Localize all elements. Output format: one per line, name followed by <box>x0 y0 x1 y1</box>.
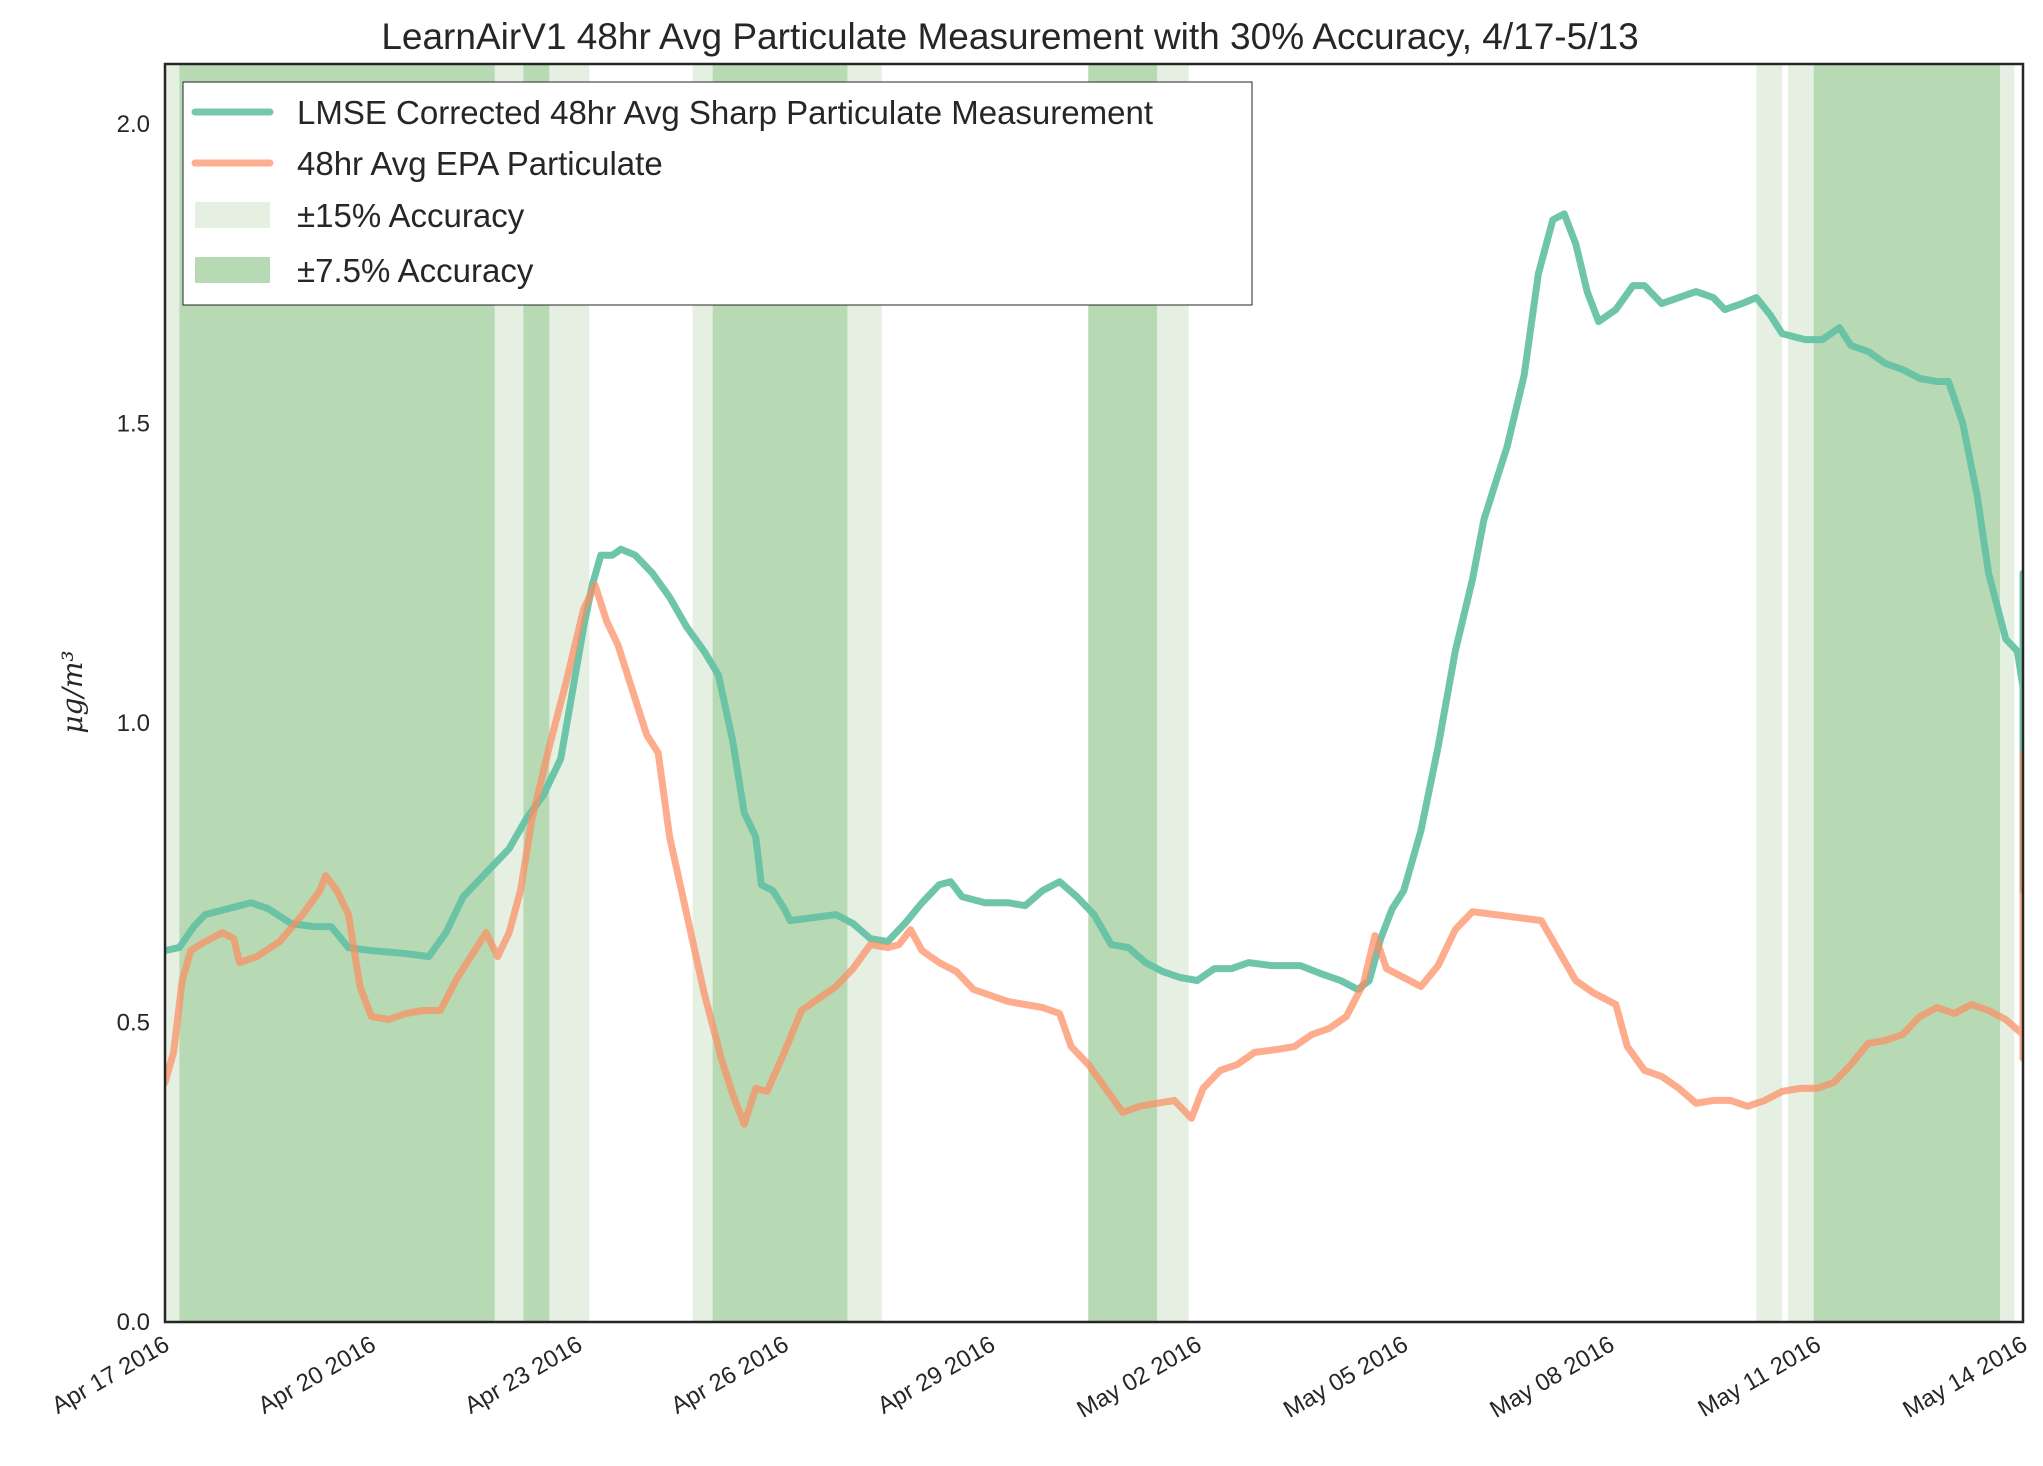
legend-label-epa: 48hr Avg EPA Particulate <box>297 145 663 182</box>
y-axis-ticks: 0.0 0.5 1.0 1.5 2.0 <box>117 111 150 1336</box>
legend-frame <box>182 81 1253 306</box>
band-7pct-4 <box>1813 64 2001 1322</box>
y-tick-label: 0.0 <box>117 1309 150 1336</box>
x-tick-label: Apr 26 2016 <box>667 1331 794 1420</box>
legend-label-sharp: LMSE Corrected 48hr Avg Sharp Particulat… <box>297 94 1153 131</box>
y-axis-label: μg/m³ <box>56 650 89 733</box>
x-tick-label: May 08 2016 <box>1485 1331 1619 1424</box>
chart-title: LearnAirV1 48hr Avg Particulate Measurem… <box>381 16 1638 57</box>
line-epa <box>165 581 2023 1128</box>
data-lines <box>165 210 2023 1128</box>
y-tick-label: 0.5 <box>117 1009 150 1036</box>
x-tick-label: May 05 2016 <box>1279 1331 1413 1424</box>
legend-label-7pct: ±7.5% Accuracy <box>297 252 534 289</box>
x-tick-label: May 02 2016 <box>1073 1331 1207 1424</box>
x-tick-label: Apr 17 2016 <box>47 1331 174 1420</box>
legend: LMSE Corrected 48hr Avg Sharp Particulat… <box>182 81 1253 306</box>
legend-swatch-7pct <box>195 257 270 283</box>
y-tick-label: 2.0 <box>117 111 150 138</box>
plot-frame <box>163 62 2025 1324</box>
x-tick-label: May 14 2016 <box>1898 1331 2032 1424</box>
legend-label-15pct: ±15% Accuracy <box>297 197 525 234</box>
x-tick-label: Apr 23 2016 <box>460 1331 587 1420</box>
x-tick-label: Apr 20 2016 <box>254 1331 381 1420</box>
y-tick-label: 1.0 <box>117 710 150 737</box>
x-tick-label: May 11 2016 <box>1693 1331 1825 1423</box>
x-axis-ticks: Apr 17 2016 Apr 20 2016 Apr 23 2016 Apr 26 … <box>47 1331 2032 1424</box>
legend-swatch-15pct <box>195 202 270 228</box>
x-tick-label: Apr 29 2016 <box>873 1331 1000 1420</box>
line-sharp <box>165 210 2023 993</box>
band-15pct-0 <box>165 64 180 1322</box>
y-tick-label: 1.5 <box>117 410 150 437</box>
band-15pct-4 <box>1756 64 1783 1322</box>
